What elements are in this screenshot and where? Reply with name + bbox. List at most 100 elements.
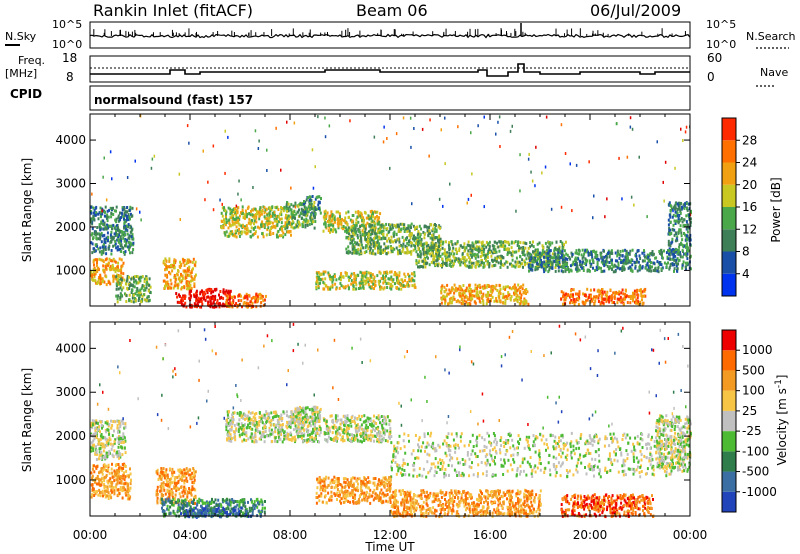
heatmap-cell xyxy=(357,220,360,224)
heatmap-cell xyxy=(472,244,475,248)
heatmap-cell xyxy=(633,289,636,293)
heatmap-cell xyxy=(123,278,126,282)
colorbar-segment xyxy=(722,273,736,296)
heatmap-cell xyxy=(139,210,141,214)
heatmap-cell xyxy=(550,207,553,211)
heatmap-cell xyxy=(630,195,633,199)
heatmap-cell xyxy=(624,259,627,263)
heatmap-cell xyxy=(137,291,140,295)
heatmap-cell xyxy=(474,254,477,258)
heatmap-cell xyxy=(168,260,171,263)
heatmap-cell xyxy=(342,227,345,231)
heatmap-cell xyxy=(400,287,403,291)
heatmap-cell xyxy=(218,305,221,309)
heatmap-cell xyxy=(262,235,265,239)
heatmap-cell xyxy=(401,222,404,226)
heatmap-cell xyxy=(265,207,268,211)
heatmap-cell xyxy=(227,226,230,230)
heatmap-cell xyxy=(329,287,332,291)
heatmap-cell xyxy=(219,198,221,202)
heatmap-cell xyxy=(228,300,231,304)
heatmap-cell xyxy=(235,209,238,213)
heatmap-cell xyxy=(314,212,317,215)
heatmap-cell xyxy=(490,290,493,294)
heatmap-cell xyxy=(400,278,403,282)
heatmap-cell xyxy=(449,299,452,303)
heatmap-cell xyxy=(119,248,122,251)
heatmap-cell xyxy=(541,171,543,175)
heatmap-cell xyxy=(317,203,320,207)
heatmap-cell xyxy=(583,252,586,256)
heatmap-cell xyxy=(386,137,388,140)
heatmap-cell xyxy=(572,295,574,299)
heatmap-cell xyxy=(474,287,477,290)
heatmap-cell xyxy=(298,223,301,227)
heatmap-cell xyxy=(178,172,181,176)
heatmap-cell xyxy=(294,201,297,205)
heatmap-cell xyxy=(115,294,118,298)
heatmap-cell xyxy=(358,243,361,247)
heatmap-cell xyxy=(383,270,386,274)
heatmap-cell xyxy=(124,451,127,455)
heatmap-cell xyxy=(444,240,447,244)
heatmap-cell xyxy=(616,301,619,305)
heatmap-cell xyxy=(313,226,316,230)
heatmap-cell xyxy=(676,267,679,271)
heatmap-cell xyxy=(382,274,385,278)
heatmap-cell xyxy=(529,257,532,261)
heatmap-cell xyxy=(465,258,468,262)
heatmap-cell xyxy=(431,251,434,255)
heatmap-cell xyxy=(389,286,392,290)
heatmap-cell xyxy=(572,293,574,297)
heatmap-cell xyxy=(258,208,261,212)
heatmap-cell xyxy=(296,220,299,224)
heatmap-cell xyxy=(560,290,563,294)
heatmap-cell xyxy=(603,249,605,253)
heatmap-cell xyxy=(118,257,121,261)
heatmap-cell xyxy=(277,220,280,224)
heatmap-cell xyxy=(448,301,451,305)
heatmap-cell xyxy=(90,449,93,453)
heatmap-cell xyxy=(477,247,480,251)
heatmap-cell xyxy=(460,294,463,298)
heatmap-cell xyxy=(129,230,132,234)
heatmap-cell xyxy=(513,250,516,254)
heatmap-cell xyxy=(103,237,106,241)
heatmap-cell xyxy=(135,290,138,293)
heatmap-cell xyxy=(229,207,232,211)
heatmap-cell xyxy=(93,443,95,447)
heatmap-cell xyxy=(115,277,118,281)
heatmap-cell xyxy=(516,243,519,247)
heatmap-cell xyxy=(101,426,103,430)
heatmap-cell xyxy=(112,443,115,447)
heatmap-cell xyxy=(226,294,229,298)
heatmap-cell xyxy=(502,292,505,296)
heatmap-cell xyxy=(115,205,118,209)
heatmap-cell xyxy=(398,274,401,278)
heatmap-cell xyxy=(311,148,314,152)
heatmap-cell xyxy=(452,296,455,300)
heatmap-cell xyxy=(676,214,679,218)
heatmap-cell xyxy=(249,213,252,217)
heatmap-cell xyxy=(632,296,634,300)
heatmap-cell xyxy=(584,248,587,252)
heatmap-cell xyxy=(489,289,492,293)
heatmap-cell xyxy=(123,426,126,430)
heatmap-cell xyxy=(494,263,497,267)
heatmap-cell xyxy=(374,222,377,226)
heatmap-cell xyxy=(233,295,236,299)
heatmap-cell xyxy=(299,211,302,215)
heatmap-cell xyxy=(305,198,308,202)
heatmap-cell xyxy=(359,234,362,238)
heatmap-cell xyxy=(629,297,632,300)
heatmap-cell xyxy=(344,229,347,233)
heatmap-cell xyxy=(226,296,229,299)
heatmap-cell xyxy=(536,248,539,252)
heatmap-cell xyxy=(496,255,499,259)
heatmap-cell xyxy=(515,250,518,254)
heatmap-cell xyxy=(115,229,117,233)
heatmap-cell xyxy=(302,224,305,228)
heatmap-cell xyxy=(141,284,144,288)
heatmap-cell xyxy=(522,253,525,256)
heatmap-cell xyxy=(444,298,447,302)
